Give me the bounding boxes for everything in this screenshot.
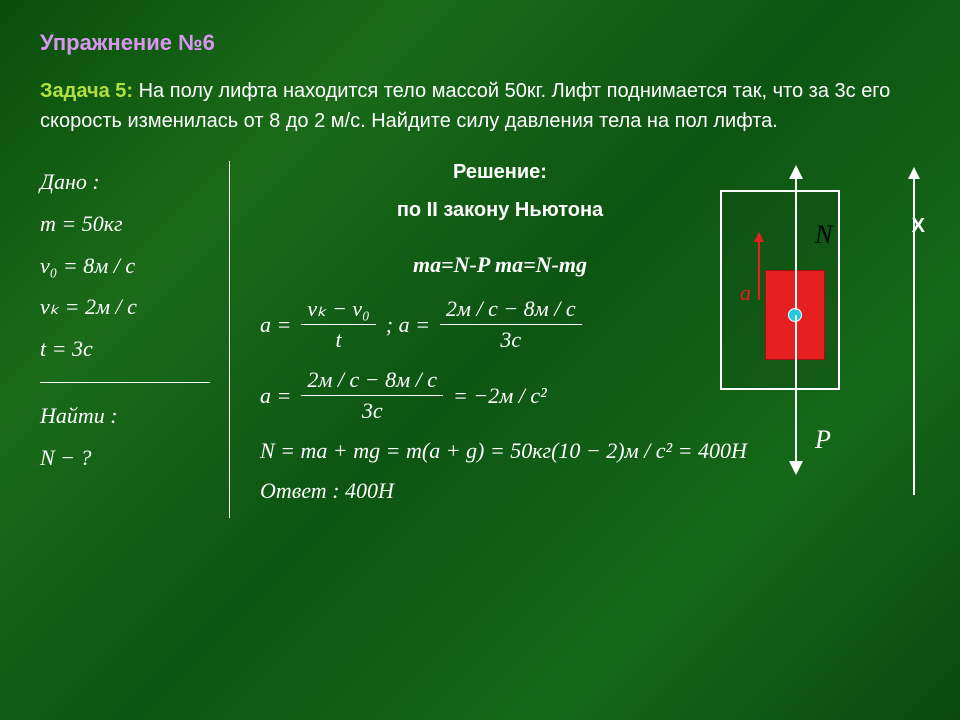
given-divider	[40, 382, 210, 383]
a1b-den: 3c	[494, 325, 527, 353]
a2-lhs: a =	[260, 383, 291, 409]
force-P-label: P	[815, 425, 831, 455]
solution-header: Решение:	[260, 161, 920, 184]
a1b-num: 2м / с − 8м / с	[440, 296, 582, 325]
frac-a1b: 2м / с − 8м / с 3c	[440, 296, 582, 353]
force-N-arrow	[795, 175, 797, 310]
a1-sep: ; a =	[386, 312, 430, 338]
a1-den: t	[329, 325, 347, 353]
force-diagram: N P a	[710, 190, 910, 510]
a2-num: 2м / с − 8м / с	[301, 367, 443, 396]
a1-num: vₖ − v₀	[301, 296, 375, 325]
find-var: N − ?	[40, 437, 219, 479]
x-axis-arrow	[913, 175, 915, 495]
exercise-title: Упражнение №6	[40, 30, 920, 56]
a2-den: 3c	[356, 396, 389, 424]
given-t: t = 3c	[40, 328, 219, 370]
frac-a2: 2м / с − 8м / с 3c	[301, 367, 443, 424]
a2-result: = −2м / с²	[453, 383, 547, 409]
task-label: Задача 5:	[40, 80, 133, 102]
force-N-label: N	[815, 220, 832, 250]
accel-label: a	[740, 280, 751, 306]
find-header: Найти :	[40, 395, 219, 437]
a1-lhs: a =	[260, 312, 291, 338]
force-P-arrow	[795, 315, 797, 465]
problem-text: На полу лифта находится тело массой 50кг…	[40, 80, 890, 132]
given-header: Дано :	[40, 161, 219, 203]
given-m: m = 50кг	[40, 203, 219, 245]
accel-arrow	[758, 240, 760, 300]
given-block: Дано : m = 50кг v₀ = 8м / с vₖ = 2м / с …	[40, 161, 230, 518]
given-vk: vₖ = 2м / с	[40, 286, 219, 328]
frac-a1: vₖ − v₀ t	[301, 296, 375, 353]
problem-statement: Задача 5: На полу лифта находится тело м…	[40, 76, 920, 136]
given-v0: v₀ = 8м / с	[40, 245, 219, 287]
